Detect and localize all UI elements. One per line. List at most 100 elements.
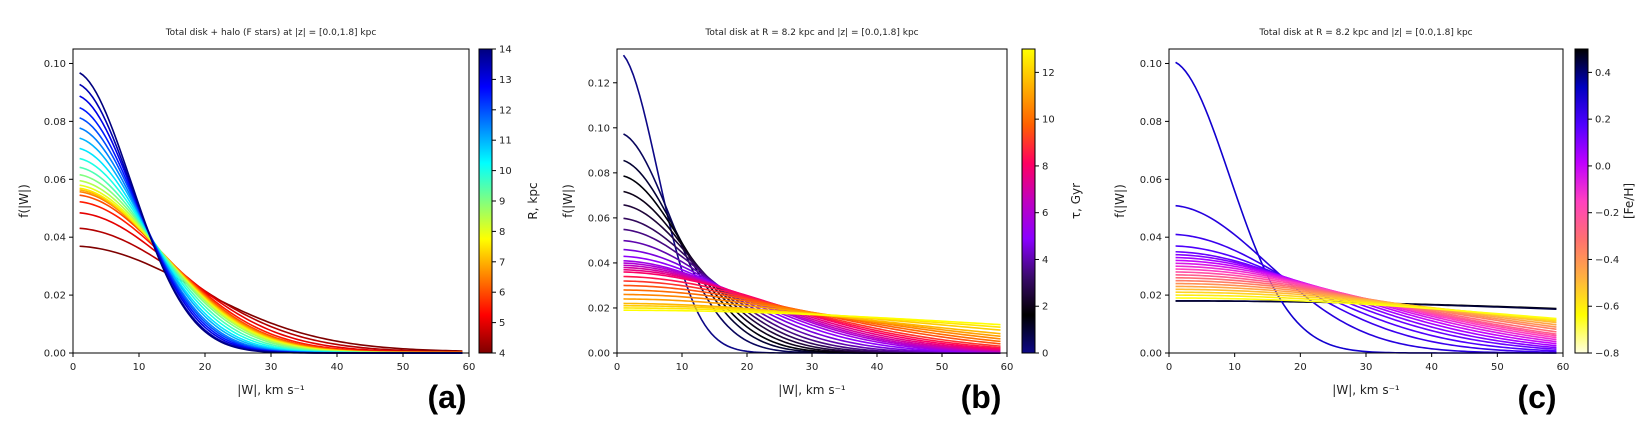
series-line-6: [1175, 250, 1557, 351]
colorbar-tick-label: 12: [499, 105, 512, 116]
colorbar-label: [Fe/H]: [1622, 183, 1636, 219]
panel-title: Total disk at R = 8.2 kpc and |z| = [0.0…: [1258, 28, 1472, 38]
colorbar-tick-label: 8: [499, 227, 505, 238]
y-tick-label: 0.10: [44, 59, 66, 70]
series-line-15: [79, 127, 463, 354]
x-tick-label: 50: [397, 362, 410, 373]
y-tick-label: 0.02: [1140, 291, 1162, 302]
series-line-10: [623, 255, 1001, 354]
panel-title: Total disk + halo (F stars) at |z| = [0.…: [165, 28, 377, 38]
series-line-2: [79, 212, 463, 353]
y-axis-label: f(|W|): [1113, 184, 1127, 218]
x-tick-label: 40: [871, 362, 884, 373]
panel-title: Total disk at R = 8.2 kpc and |z| = [0.0…: [704, 28, 918, 38]
x-tick-label: 20: [1294, 362, 1307, 373]
series-group: [79, 72, 463, 354]
colorbar-tick-label: 6: [1042, 208, 1048, 219]
x-tick-label: 10: [1228, 362, 1241, 373]
series-line-13: [623, 264, 1001, 353]
colorbar-tick-label: 4: [499, 349, 505, 360]
colorbar-tick-label: −0.8: [1595, 349, 1619, 360]
series-line-16: [623, 271, 1001, 350]
y-tick-label: 0.08: [44, 117, 66, 128]
x-tick-label: 40: [331, 362, 344, 373]
series-line-4: [1175, 233, 1557, 354]
colorbar-tick-label: 0.2: [1595, 115, 1611, 126]
y-tick-label: 0.00: [44, 349, 66, 360]
panel-label: (a): [427, 379, 466, 415]
y-tick-label: 0.10: [588, 123, 610, 134]
panel-2: Total disk at R = 8.2 kpc and |z| = [0.0…: [1113, 28, 1636, 415]
y-tick-label: 0.00: [588, 349, 610, 360]
x-tick-label: 50: [936, 362, 949, 373]
colorbar: [1574, 48, 1589, 354]
colorbar: [478, 48, 493, 354]
panel-label: (c): [1517, 379, 1556, 415]
x-tick-label: 10: [133, 362, 146, 373]
colorbar-tick-label: 4: [1042, 255, 1048, 266]
colorbar-tick-label: 7: [499, 257, 505, 268]
y-tick-label: 0.06: [588, 213, 610, 224]
plot-frame: [616, 48, 1008, 354]
x-tick-label: 0: [614, 362, 620, 373]
colorbar-tick-label: 11: [499, 136, 512, 147]
x-tick-label: 10: [676, 362, 689, 373]
series-line-13: [79, 147, 463, 354]
x-tick-label: 20: [199, 362, 212, 373]
series-line-0: [79, 245, 463, 352]
colorbar-tick-label: 13: [499, 75, 512, 86]
colorbar-tick-label: 8: [1042, 161, 1048, 172]
y-tick-label: 0.06: [44, 175, 66, 186]
colorbar-tick-label: −0.2: [1595, 208, 1619, 219]
x-axis-label: |W|, km s⁻¹: [1332, 383, 1400, 397]
y-axis-label: f(|W|): [561, 184, 575, 218]
y-tick-label: 0.04: [588, 258, 610, 269]
colorbar-tick-label: 5: [499, 318, 505, 329]
x-axis-label: |W|, km s⁻¹: [778, 383, 846, 397]
series-line-14: [79, 137, 463, 354]
colorbar-tick-label: 0.4: [1595, 68, 1611, 79]
colorbar-tick-label: 10: [499, 166, 512, 177]
series-group: [622, 54, 1001, 354]
y-tick-label: 0.10: [1140, 59, 1162, 70]
colorbar-tick-label: 10: [1042, 115, 1055, 126]
y-tick-label: 0.08: [1140, 117, 1162, 128]
x-tick-label: 60: [1557, 362, 1570, 373]
colorbar-tick-label: 9: [499, 197, 505, 208]
colorbar-tick-label: 0: [1042, 349, 1048, 360]
x-tick-label: 40: [1425, 362, 1438, 373]
x-tick-label: 0: [1166, 362, 1172, 373]
colorbar-tick-label: 6: [499, 288, 505, 299]
y-tick-label: 0.02: [44, 291, 66, 302]
colorbar-tick-label: 14: [499, 45, 512, 56]
series-line-5: [1175, 245, 1557, 352]
series-line-1: [79, 227, 463, 353]
series-line-12: [623, 262, 1001, 353]
x-tick-label: 60: [463, 362, 476, 373]
x-tick-label: 0: [70, 362, 76, 373]
panel-1: Total disk at R = 8.2 kpc and |z| = [0.0…: [561, 28, 1083, 415]
colorbar-label: τ, Gyr: [1069, 183, 1083, 219]
series-line-22: [1175, 297, 1557, 320]
y-tick-label: 0.02: [588, 303, 610, 314]
series-line-16: [79, 117, 463, 354]
series-line-26: [623, 309, 1001, 326]
y-tick-label: 0.00: [1140, 349, 1162, 360]
series-line-14: [623, 266, 1001, 352]
colorbar-label: R, kpc: [526, 182, 540, 219]
series-group: [1175, 61, 1557, 354]
y-tick-label: 0.06: [1140, 175, 1162, 186]
x-tick-label: 50: [1491, 362, 1504, 373]
series-line-3: [1175, 204, 1557, 354]
x-axis-label: |W|, km s⁻¹: [237, 383, 305, 397]
x-tick-label: 60: [1001, 362, 1014, 373]
colorbar-tick-label: −0.6: [1595, 302, 1619, 313]
x-tick-label: 30: [806, 362, 819, 373]
colorbar-tick-label: 0.0: [1595, 161, 1611, 172]
y-tick-label: 0.08: [588, 168, 610, 179]
series-line-9: [623, 248, 1001, 354]
colorbar-tick-label: 2: [1042, 302, 1048, 313]
y-tick-label: 0.04: [1140, 233, 1162, 244]
